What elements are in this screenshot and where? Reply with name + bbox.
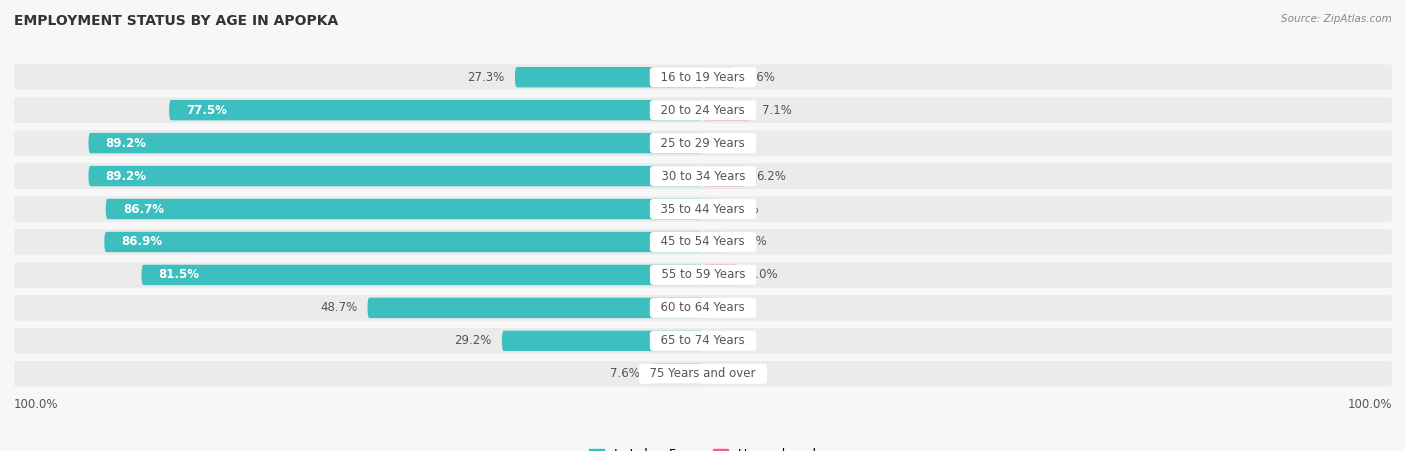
Text: 35 to 44 Years: 35 to 44 Years [654, 202, 752, 216]
FancyBboxPatch shape [14, 229, 1392, 255]
Text: 48.7%: 48.7% [321, 301, 357, 314]
FancyBboxPatch shape [14, 361, 1392, 387]
Text: 27.3%: 27.3% [467, 71, 505, 84]
FancyBboxPatch shape [703, 67, 735, 87]
FancyBboxPatch shape [14, 97, 1392, 123]
Text: 86.7%: 86.7% [122, 202, 165, 216]
FancyBboxPatch shape [703, 199, 718, 219]
FancyBboxPatch shape [105, 199, 703, 219]
Text: 7.1%: 7.1% [762, 104, 792, 117]
FancyBboxPatch shape [14, 295, 1392, 321]
Text: 3.4%: 3.4% [737, 235, 766, 249]
FancyBboxPatch shape [651, 364, 703, 384]
FancyBboxPatch shape [703, 100, 752, 120]
Text: 30 to 34 Years: 30 to 34 Years [654, 170, 752, 183]
Text: 0.0%: 0.0% [713, 367, 742, 380]
FancyBboxPatch shape [515, 67, 703, 87]
Text: 20 to 24 Years: 20 to 24 Years [654, 104, 752, 117]
Legend: In Labor Force, Unemployed: In Labor Force, Unemployed [583, 443, 823, 451]
FancyBboxPatch shape [169, 100, 703, 120]
Text: Source: ZipAtlas.com: Source: ZipAtlas.com [1281, 14, 1392, 23]
Text: 75 Years and over: 75 Years and over [643, 367, 763, 380]
Text: 25 to 29 Years: 25 to 29 Years [654, 137, 752, 150]
Text: 100.0%: 100.0% [14, 397, 59, 410]
Text: 65 to 74 Years: 65 to 74 Years [654, 334, 752, 347]
Text: 4.6%: 4.6% [745, 71, 775, 84]
Text: 77.5%: 77.5% [186, 104, 228, 117]
FancyBboxPatch shape [502, 331, 703, 351]
FancyBboxPatch shape [142, 265, 703, 285]
Text: 45 to 54 Years: 45 to 54 Years [654, 235, 752, 249]
FancyBboxPatch shape [14, 328, 1392, 354]
FancyBboxPatch shape [104, 232, 703, 252]
Text: 6.2%: 6.2% [756, 170, 786, 183]
Text: 5.0%: 5.0% [748, 268, 778, 281]
FancyBboxPatch shape [14, 262, 1392, 288]
Text: 7.6%: 7.6% [610, 367, 640, 380]
Text: 29.2%: 29.2% [454, 334, 492, 347]
FancyBboxPatch shape [14, 196, 1392, 222]
Text: 86.9%: 86.9% [121, 235, 163, 249]
Text: EMPLOYMENT STATUS BY AGE IN APOPKA: EMPLOYMENT STATUS BY AGE IN APOPKA [14, 14, 339, 28]
Text: 81.5%: 81.5% [159, 268, 200, 281]
Text: 55 to 59 Years: 55 to 59 Years [654, 268, 752, 281]
Text: 0.0%: 0.0% [713, 137, 742, 150]
FancyBboxPatch shape [14, 130, 1392, 156]
Text: 2.3%: 2.3% [730, 202, 759, 216]
Text: 89.2%: 89.2% [105, 170, 146, 183]
Text: 1.6%: 1.6% [724, 301, 754, 314]
Text: 100.0%: 100.0% [1347, 397, 1392, 410]
FancyBboxPatch shape [89, 133, 703, 153]
Text: 89.2%: 89.2% [105, 137, 146, 150]
Text: 16 to 19 Years: 16 to 19 Years [654, 71, 752, 84]
FancyBboxPatch shape [367, 298, 703, 318]
Text: 0.0%: 0.0% [713, 334, 742, 347]
FancyBboxPatch shape [703, 232, 727, 252]
FancyBboxPatch shape [89, 166, 703, 186]
FancyBboxPatch shape [703, 298, 714, 318]
FancyBboxPatch shape [703, 265, 738, 285]
FancyBboxPatch shape [14, 163, 1392, 189]
FancyBboxPatch shape [703, 166, 745, 186]
FancyBboxPatch shape [14, 64, 1392, 90]
Text: 60 to 64 Years: 60 to 64 Years [654, 301, 752, 314]
